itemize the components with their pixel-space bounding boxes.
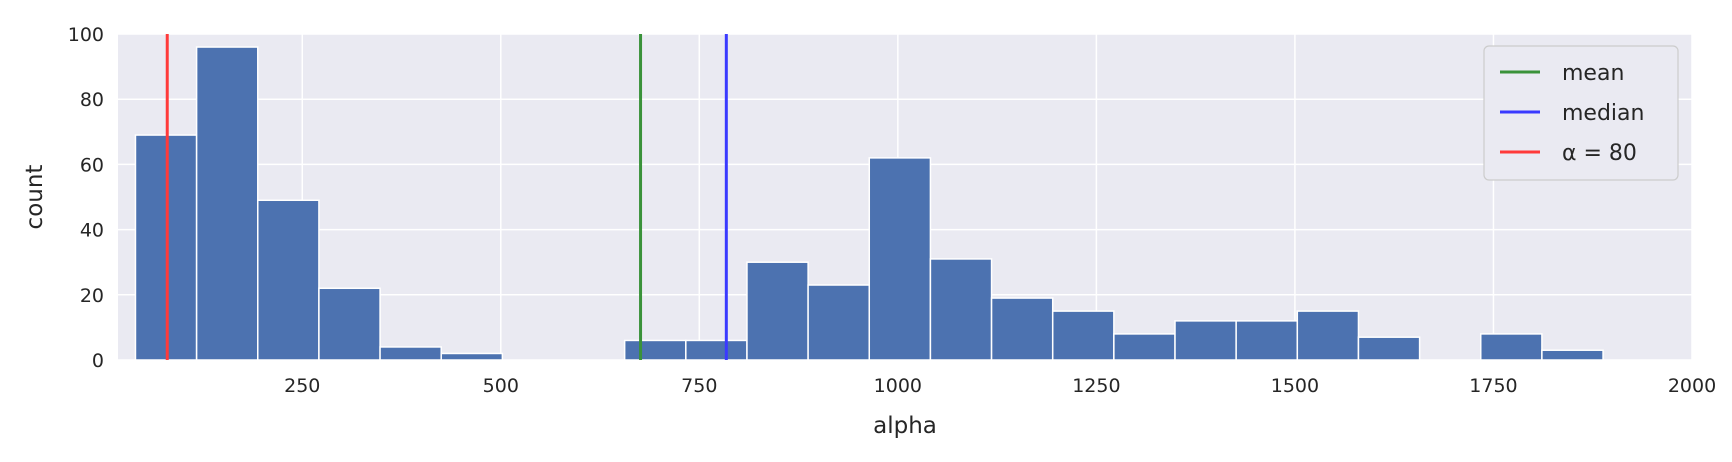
reference-lines	[165, 34, 728, 360]
histogram-bar	[990, 297, 1054, 361]
y-tick-label: 100	[68, 24, 104, 46]
histogram-bar	[929, 258, 993, 361]
histogram-bar	[1174, 320, 1237, 361]
y-tick-label: 60	[80, 154, 104, 176]
legend-label: median	[1562, 101, 1644, 126]
y-tick-label: 20	[80, 285, 104, 307]
x-tick-label: 250	[284, 375, 320, 397]
x-tick-label: 1000	[874, 375, 922, 397]
y-tick-labels: 0 20 40 60 80 100	[68, 24, 104, 372]
histogram-bar	[868, 157, 932, 361]
histogram-bar	[195, 46, 259, 361]
bars	[134, 46, 1604, 361]
x-tick-label: 1250	[1072, 375, 1120, 397]
histogram-bar	[1235, 320, 1299, 361]
histogram-bar	[807, 284, 871, 361]
histogram-bar	[1480, 333, 1543, 361]
legend: mean median α = 80	[1483, 45, 1679, 181]
y-tick-label: 80	[80, 89, 104, 111]
y-tick-label: 0	[92, 350, 104, 372]
histogram-bar	[746, 261, 809, 361]
histogram-bar	[1296, 310, 1360, 361]
histogram-bar	[318, 287, 381, 361]
histogram-bar	[1113, 333, 1176, 361]
x-tick-label: 1500	[1271, 375, 1319, 397]
x-tick-label: 500	[483, 375, 519, 397]
histogram-bar	[623, 339, 687, 361]
legend-box	[1483, 45, 1679, 181]
x-tick-labels: 250 500 750 1000 1250 1500 1750 2000	[284, 375, 1716, 397]
histogram-bar	[685, 339, 748, 361]
x-axis-label: alpha	[873, 413, 937, 439]
histogram-bar	[257, 199, 320, 361]
x-tick-label: 750	[681, 375, 717, 397]
x-tick-label: 1750	[1469, 375, 1517, 397]
histogram-bar	[379, 346, 442, 361]
histogram-bar	[440, 352, 504, 361]
x-tick-label: 2000	[1668, 375, 1716, 397]
histogram-bar	[1051, 310, 1115, 361]
histogram-bar	[1541, 349, 1604, 361]
legend-label: mean	[1562, 61, 1624, 86]
y-axis-label: count	[22, 165, 48, 230]
histogram-bar	[1357, 336, 1421, 361]
y-tick-label: 40	[80, 220, 104, 242]
legend-label: α = 80	[1562, 141, 1637, 166]
